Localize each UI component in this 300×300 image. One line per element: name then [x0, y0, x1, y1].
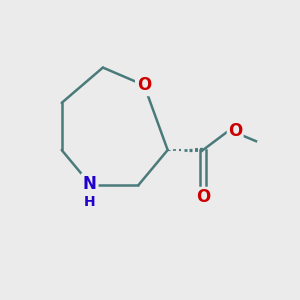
Text: O: O	[137, 76, 151, 94]
Text: O: O	[196, 188, 210, 206]
Text: H: H	[84, 194, 95, 208]
Text: O: O	[228, 122, 242, 140]
Text: N: N	[83, 175, 97, 193]
